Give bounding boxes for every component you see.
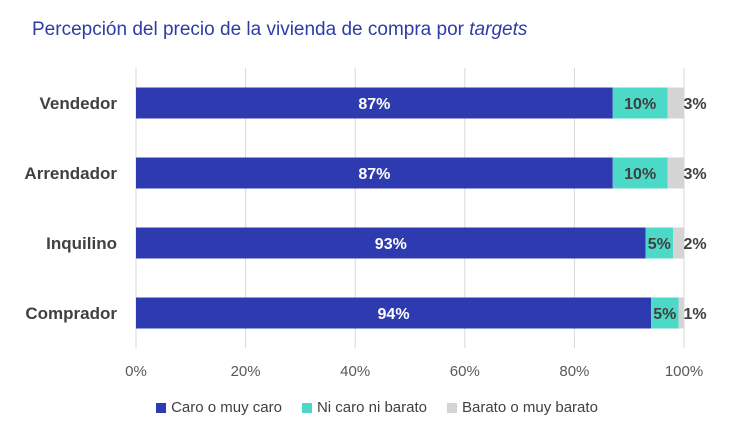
- bar-segment: [136, 227, 646, 259]
- x-tick-label: 40%: [340, 363, 370, 380]
- category-label: Arrendador: [24, 164, 117, 183]
- category-label: Comprador: [25, 304, 117, 323]
- legend-item-caro: Caro o muy caro: [156, 399, 282, 416]
- chart-title-main: Percepción del precio de la vivienda de …: [32, 19, 464, 40]
- category-label: Vendedor: [40, 94, 118, 113]
- bar-segment: [673, 227, 684, 259]
- bar-segment: [645, 227, 674, 259]
- legend-label-barato: Barato o muy barato: [462, 399, 598, 416]
- x-tick-label: 0%: [125, 363, 147, 380]
- bar-segment: [667, 87, 684, 119]
- chart-title: Percepción del precio de la vivienda de …: [32, 19, 527, 41]
- bar-segment: [136, 297, 652, 329]
- legend-label-caro: Caro o muy caro: [171, 399, 282, 416]
- category-label: Inquilino: [46, 234, 117, 253]
- data-label: 3%: [683, 96, 706, 113]
- legend-label-ni-caro: Ni caro ni barato: [316, 399, 427, 416]
- data-label: 10%: [624, 96, 656, 113]
- data-label: 93%: [375, 236, 407, 253]
- bar-segment: [136, 157, 613, 189]
- x-tick-label: 80%: [559, 363, 589, 380]
- bar-segment: [612, 87, 668, 119]
- x-tick-label: 100%: [665, 363, 703, 380]
- legend-swatch-barato: [447, 402, 457, 413]
- bar-segment: [651, 297, 679, 329]
- x-tick-label: 20%: [231, 363, 261, 380]
- data-label: 5%: [653, 306, 676, 323]
- bar-segment: [612, 157, 668, 189]
- bar-segment: [667, 157, 684, 189]
- chart-title-italic: targets: [469, 19, 528, 40]
- legend-swatch-caro: [156, 402, 167, 413]
- data-label: 10%: [624, 166, 656, 183]
- data-label: 5%: [648, 236, 671, 253]
- legend-swatch-ni-caro: [301, 402, 312, 413]
- x-tick-label: 60%: [450, 363, 480, 380]
- data-label: 94%: [378, 306, 410, 323]
- bar-segment: [136, 87, 613, 119]
- data-label: 87%: [358, 96, 390, 113]
- legend: Caro o muy caro Ni caro ni barato Barato…: [0, 399, 754, 416]
- bar-segment: [678, 297, 684, 329]
- legend-item-barato: Barato o muy barato: [447, 399, 598, 416]
- data-label: 1%: [683, 306, 706, 323]
- legend-item-ni-caro: Ni caro ni barato: [301, 399, 427, 416]
- data-label: 2%: [683, 236, 706, 253]
- data-label: 87%: [358, 166, 390, 183]
- data-label: 3%: [683, 166, 706, 183]
